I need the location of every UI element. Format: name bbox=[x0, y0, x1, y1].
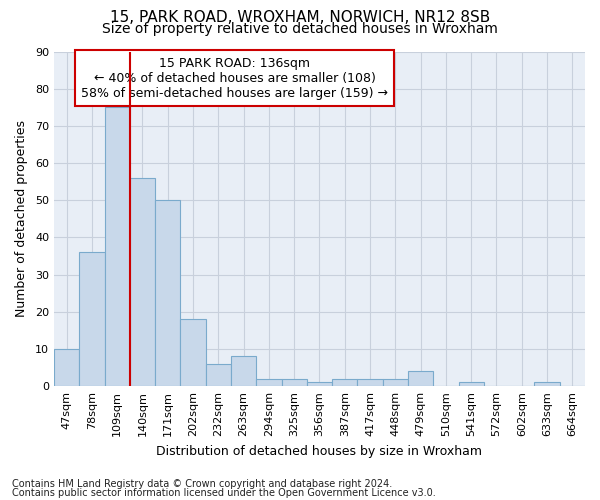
Bar bbox=[104, 108, 130, 386]
Bar bbox=[281, 378, 307, 386]
Text: 15 PARK ROAD: 136sqm
← 40% of detached houses are smaller (108)
58% of semi-deta: 15 PARK ROAD: 136sqm ← 40% of detached h… bbox=[81, 56, 388, 100]
Y-axis label: Number of detached properties: Number of detached properties bbox=[15, 120, 28, 318]
Bar bbox=[535, 382, 560, 386]
Bar bbox=[155, 200, 181, 386]
Text: Contains public sector information licensed under the Open Government Licence v3: Contains public sector information licen… bbox=[12, 488, 436, 498]
Bar bbox=[231, 356, 256, 386]
Bar bbox=[408, 372, 433, 386]
Bar bbox=[130, 178, 155, 386]
Text: 15, PARK ROAD, WROXHAM, NORWICH, NR12 8SB: 15, PARK ROAD, WROXHAM, NORWICH, NR12 8S… bbox=[110, 10, 490, 25]
Bar bbox=[256, 378, 281, 386]
Text: Contains HM Land Registry data © Crown copyright and database right 2024.: Contains HM Land Registry data © Crown c… bbox=[12, 479, 392, 489]
Bar bbox=[79, 252, 104, 386]
Bar bbox=[458, 382, 484, 386]
Bar bbox=[383, 378, 408, 386]
Bar bbox=[358, 378, 383, 386]
X-axis label: Distribution of detached houses by size in Wroxham: Distribution of detached houses by size … bbox=[157, 444, 482, 458]
Bar bbox=[332, 378, 358, 386]
Bar bbox=[206, 364, 231, 386]
Bar bbox=[181, 319, 206, 386]
Bar bbox=[54, 349, 79, 386]
Bar bbox=[307, 382, 332, 386]
Text: Size of property relative to detached houses in Wroxham: Size of property relative to detached ho… bbox=[102, 22, 498, 36]
